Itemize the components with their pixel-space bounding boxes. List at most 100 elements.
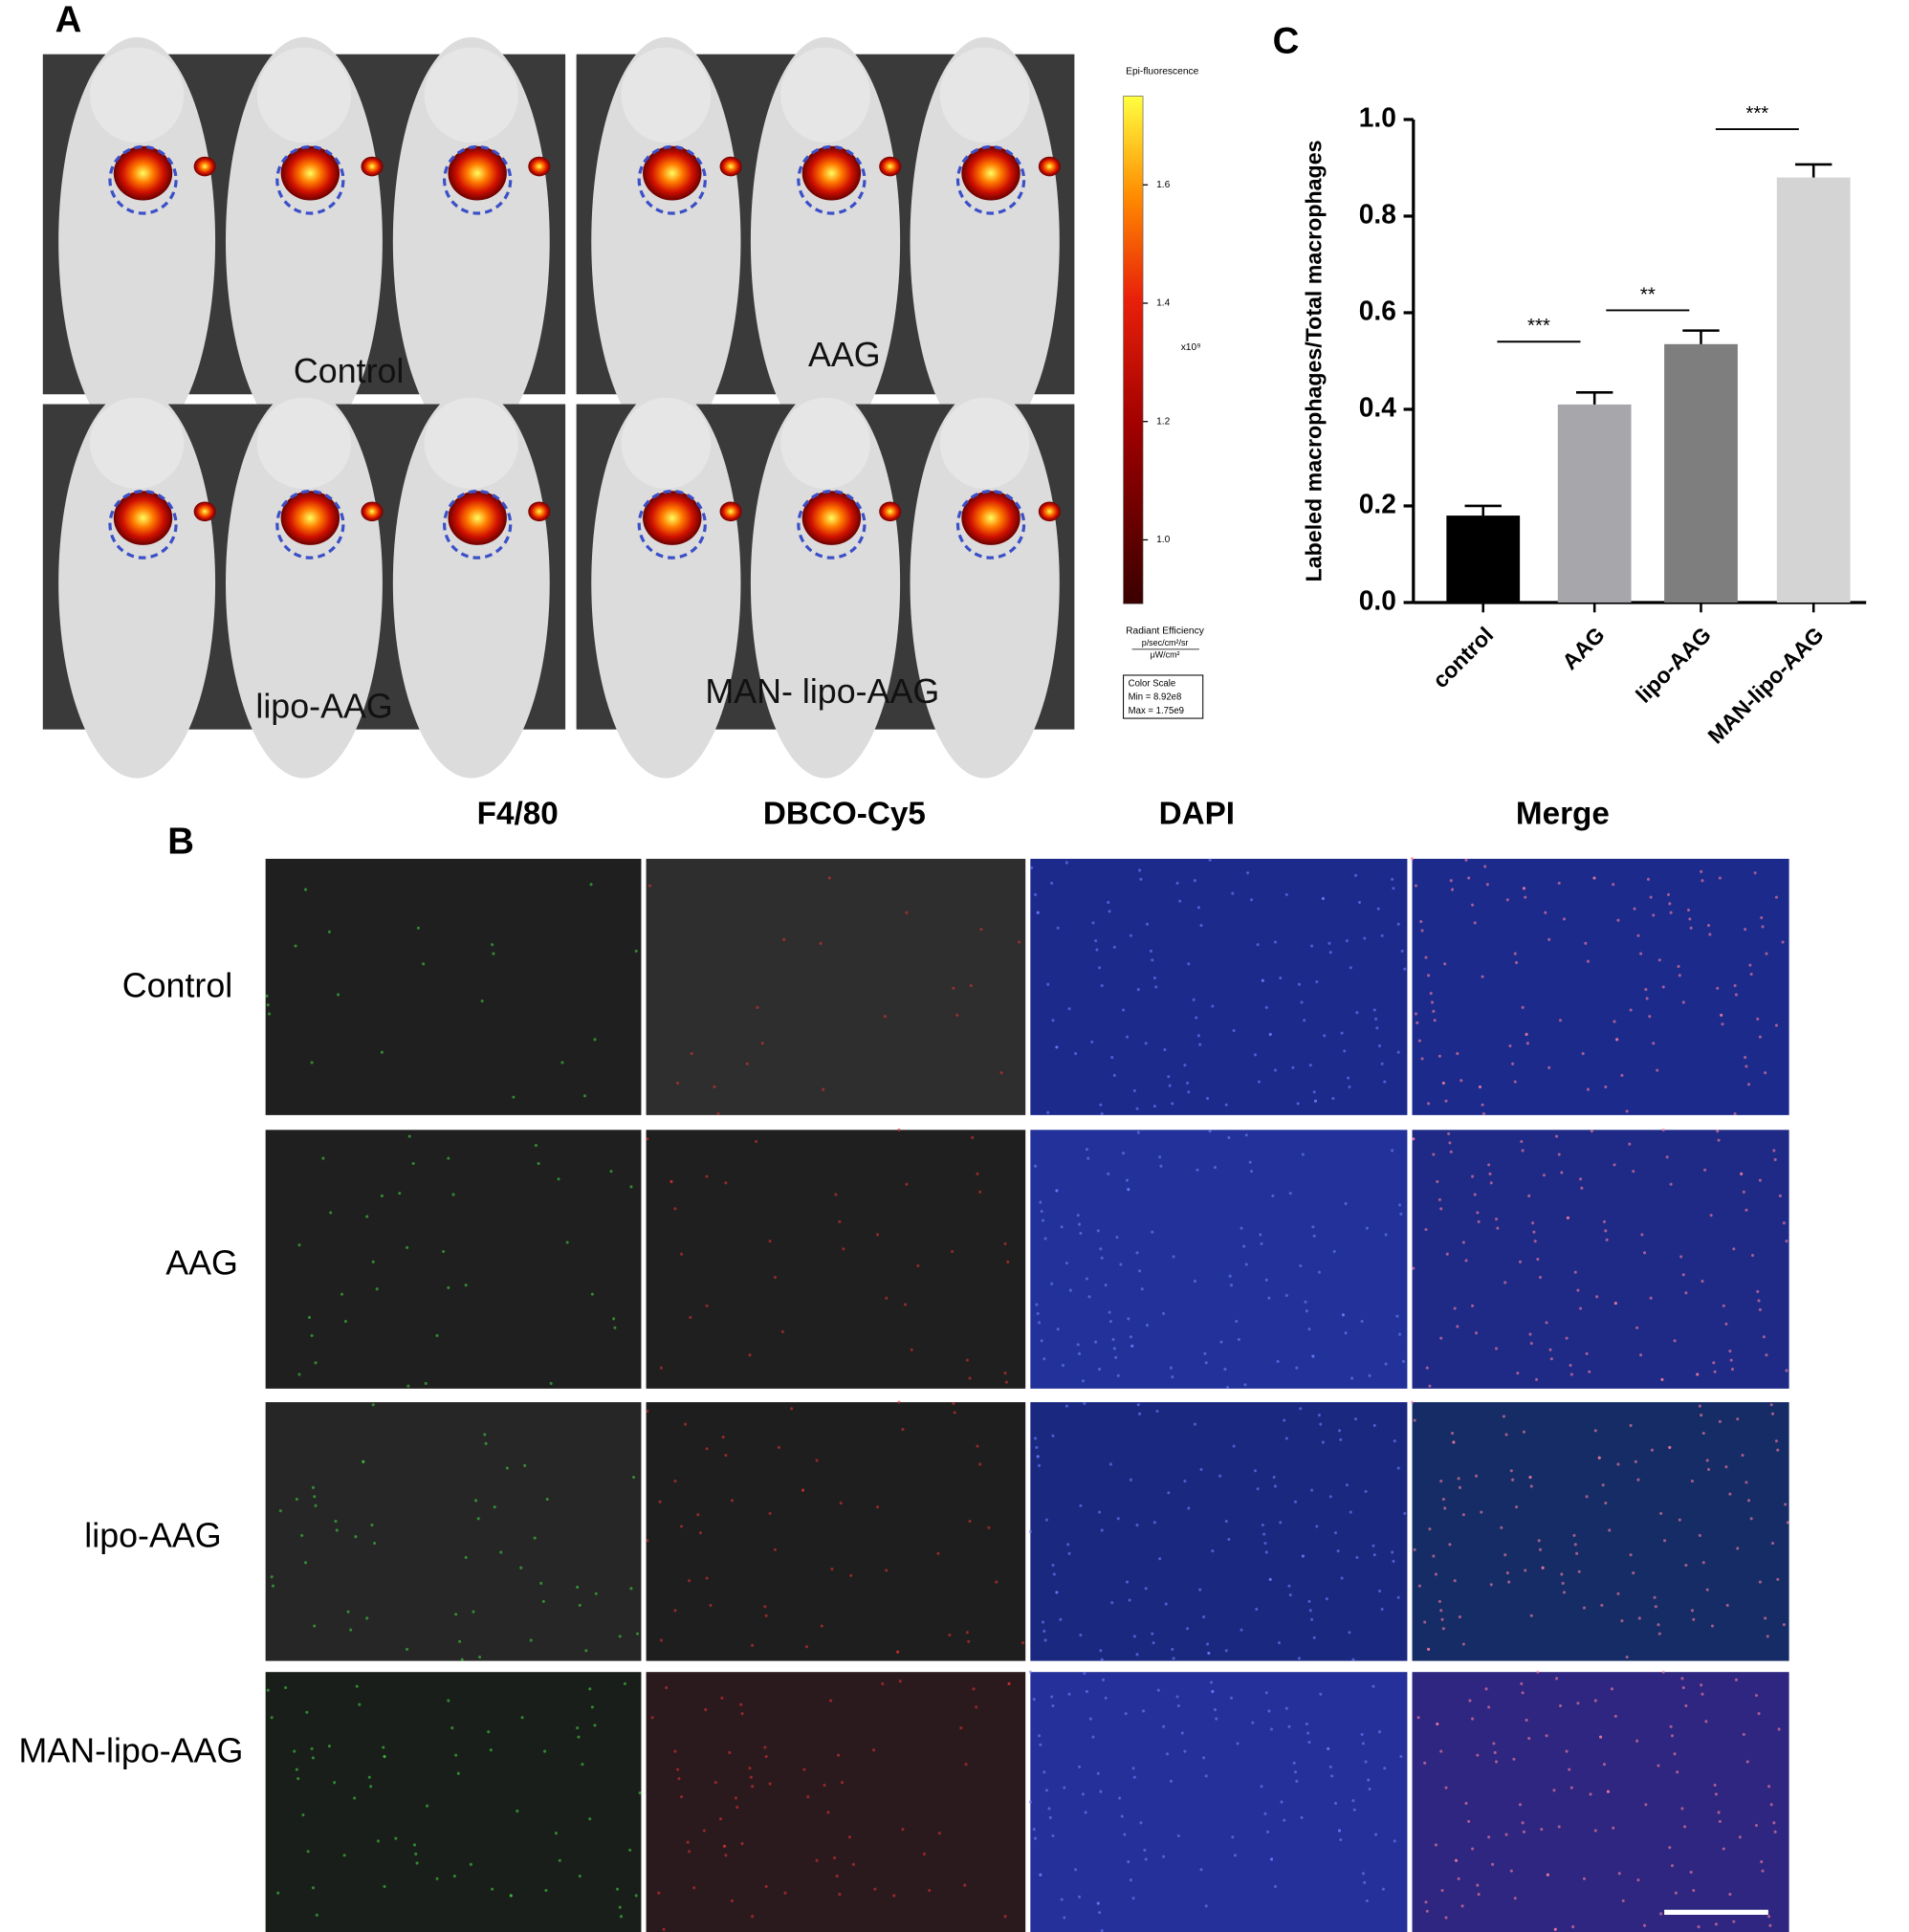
cell-dot xyxy=(1042,1357,1046,1361)
cell-dot xyxy=(588,1687,592,1691)
cell-dot xyxy=(1262,1532,1266,1536)
cell-dot xyxy=(1226,1385,1230,1390)
cell-dot xyxy=(1112,945,1116,949)
cell-dot xyxy=(1084,1811,1087,1814)
cell-dot xyxy=(1444,1916,1448,1920)
cell-dot xyxy=(1206,1642,1210,1646)
cell-dot xyxy=(1636,1878,1640,1882)
cell-dot xyxy=(1511,1062,1515,1065)
cell-dot xyxy=(1046,1110,1050,1114)
micrograph xyxy=(265,858,642,1115)
cell-dot xyxy=(1635,1739,1639,1743)
cell-dot xyxy=(1124,1712,1128,1716)
cell-dot xyxy=(1478,1085,1481,1088)
cell-dot xyxy=(1704,1720,1708,1723)
micrograph xyxy=(646,858,1026,1115)
cell-dot xyxy=(646,1137,649,1141)
cell-dot xyxy=(1333,1531,1338,1535)
cell-dot xyxy=(1729,1358,1733,1362)
cell-dot xyxy=(1520,1681,1524,1685)
cell-dot xyxy=(1339,1438,1343,1441)
cell-dot xyxy=(1280,1800,1284,1804)
cell-dot xyxy=(554,1832,558,1835)
cell-dot xyxy=(1730,1368,1735,1372)
mouse-head xyxy=(89,47,185,143)
cell-dot xyxy=(1582,1606,1587,1610)
cell-dot xyxy=(1445,1252,1449,1256)
cell-dot xyxy=(1500,1526,1503,1529)
cell-dot xyxy=(1701,879,1704,883)
cell-dot xyxy=(1099,1789,1103,1793)
cell-dot xyxy=(499,1550,503,1554)
cell-dot xyxy=(296,1777,300,1781)
cell-dot xyxy=(1223,1368,1227,1372)
cell-dot xyxy=(582,1094,587,1098)
cell-dot xyxy=(768,1782,772,1786)
cell-dot xyxy=(875,1233,880,1237)
cell-dot xyxy=(1613,1302,1617,1306)
mouse-head xyxy=(424,47,518,143)
cell-dot xyxy=(705,1447,709,1451)
colorbar-tick-label: 1.0 xyxy=(1156,535,1171,545)
cell-dot xyxy=(307,1315,312,1320)
cell-dot xyxy=(739,1702,743,1706)
cell-dot xyxy=(270,1716,274,1720)
cell-dot xyxy=(1533,1240,1537,1243)
cell-dot xyxy=(1098,1368,1102,1372)
cell-dot xyxy=(1351,1658,1355,1661)
cell-dot xyxy=(1785,1240,1788,1243)
cell-dot xyxy=(1557,881,1561,885)
mouse-head xyxy=(939,47,1030,143)
cell-dot xyxy=(1712,1361,1716,1365)
signal xyxy=(448,491,507,545)
cell-dot xyxy=(1321,896,1325,901)
cell-dot xyxy=(1758,1035,1762,1039)
cell-dot xyxy=(702,1829,706,1833)
cell-dot xyxy=(1573,1543,1577,1547)
cell-dot xyxy=(1151,1632,1154,1636)
cell-dot xyxy=(1652,913,1656,917)
cell-dot xyxy=(1645,997,1649,1000)
cell-dot xyxy=(447,1699,450,1702)
cell-dot xyxy=(1716,986,1720,990)
cell-dot xyxy=(1620,1619,1624,1623)
cell-dot xyxy=(1477,1219,1481,1223)
cell-dot xyxy=(1458,1485,1461,1489)
cell-dot xyxy=(1193,1280,1196,1284)
cell-dot xyxy=(723,1844,727,1848)
cell-dot xyxy=(768,1511,772,1515)
cell-dot xyxy=(1521,1691,1525,1695)
cell-dot xyxy=(478,1655,482,1659)
cell-dot xyxy=(1172,1657,1175,1660)
cell-dot xyxy=(724,1453,728,1458)
cell-dot xyxy=(1341,1313,1345,1317)
cell-dot xyxy=(456,1771,460,1775)
cell-dot xyxy=(847,1835,851,1839)
cell-dot xyxy=(1569,1786,1573,1789)
cell-dot xyxy=(1263,1541,1267,1546)
cell-dot xyxy=(1468,1699,1472,1702)
cell-dot xyxy=(1145,1324,1150,1328)
cell-dot xyxy=(885,1569,889,1572)
cell-dot xyxy=(1292,1761,1296,1765)
cell-dot xyxy=(1185,1627,1190,1631)
cell-dot xyxy=(1666,892,1671,896)
cell-dot xyxy=(492,952,495,955)
cell-dot xyxy=(278,1509,282,1513)
cell-dot xyxy=(333,1781,337,1785)
cell-dot xyxy=(1319,1692,1323,1696)
cell-dot xyxy=(1162,1311,1166,1315)
cell-dot xyxy=(489,1748,493,1752)
cell-dot xyxy=(659,1638,663,1642)
cell-dot xyxy=(1183,1749,1187,1753)
cell-dot xyxy=(1487,1705,1491,1709)
cell-dot xyxy=(1772,1149,1776,1153)
cell-dot xyxy=(1088,1717,1092,1721)
cell-dot xyxy=(665,1685,669,1690)
cell-dot xyxy=(1665,1155,1669,1159)
cell-dot xyxy=(999,1071,1003,1075)
cell-dot xyxy=(337,993,340,997)
cell-dot xyxy=(976,1172,979,1175)
cell-dot xyxy=(1270,1727,1274,1731)
cell-dot xyxy=(1380,933,1384,937)
